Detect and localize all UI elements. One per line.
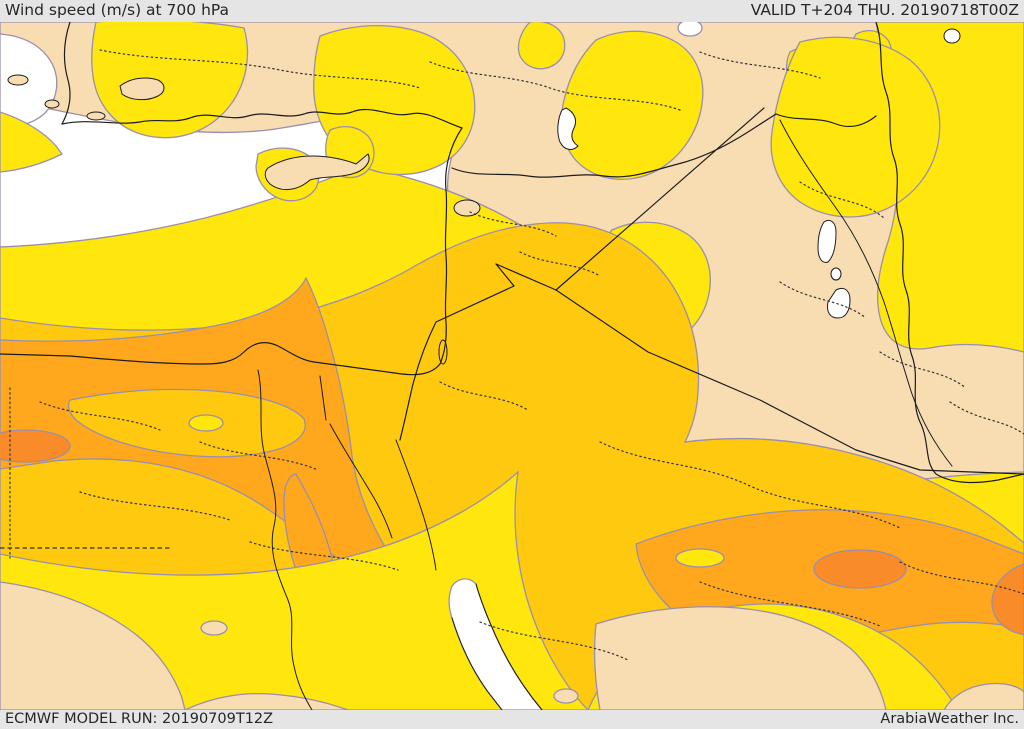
lebanon-tan-patch — [453, 199, 481, 217]
admin-syria-2 — [519, 251, 601, 277]
model-run-label: ECMWF MODEL RUN: 20190709T12Z — [5, 711, 274, 728]
admin-turkey-3 — [699, 51, 821, 79]
admin-iraq-1 — [799, 181, 885, 219]
header-bar: Wind speed (m/s) at 700 hPa VALID T+204 … — [0, 0, 1024, 22]
coast-levant-egypt — [0, 127, 463, 376]
lake-tharthar — [817, 219, 837, 263]
wind-speed-map — [0, 22, 1024, 710]
river-euphrates — [779, 119, 953, 467]
rhodes-island — [119, 77, 165, 101]
fill-regions — [0, 22, 1024, 710]
page-title: Wind speed (m/s) at 700 hPa — [5, 1, 230, 20]
region-tan-north-saudi — [593, 606, 887, 710]
aegean-island-2 — [44, 99, 60, 109]
admin-iraq-3 — [879, 351, 967, 389]
admin-iraq-2 — [779, 281, 867, 319]
admin-egypt-3 — [79, 491, 231, 521]
suez-canal — [319, 375, 327, 421]
coast-red-sea — [451, 583, 543, 710]
region-tan-corner-se — [943, 682, 1024, 710]
region-tan-sw-egypt — [0, 581, 186, 710]
border-jordan-saudi — [399, 321, 437, 441]
lake-ne-corner — [943, 28, 961, 44]
gulf-of-suez — [329, 423, 393, 539]
admin-egypt-2 — [199, 441, 319, 471]
region-yellow-turkey-nw — [91, 22, 249, 139]
border-iraq-saudi — [555, 289, 1024, 475]
coast-turkey-south — [61, 108, 463, 129]
islands-and-lakes — [7, 28, 961, 365]
aegean-island-1 — [7, 74, 29, 86]
region-tan-blob-egypt — [200, 620, 228, 636]
region-yellow-west-wedge — [0, 111, 63, 173]
border-turkey-syria — [451, 113, 777, 178]
aegean-island-3 — [86, 111, 106, 121]
border-iran — [875, 22, 1024, 484]
brand-label: ArabiaWeather Inc. — [880, 711, 1019, 728]
lake-habbaniyah — [830, 267, 842, 281]
admin-saudi-5 — [899, 561, 1024, 595]
region-black-sea-edge — [677, 22, 703, 37]
coast-aegean-west — [61, 22, 71, 125]
admin-jordan-1 — [439, 381, 529, 411]
border-turkey-iraq — [775, 113, 877, 128]
admin-saudi-3 — [949, 401, 1024, 435]
admin-dotted-lines — [39, 49, 1024, 661]
region-tan-bottom-sliver — [184, 692, 349, 710]
footer-bar: ECMWF MODEL RUN: 20190709T12Z ArabiaWeat… — [0, 710, 1024, 729]
region-deep-orange-saudi — [813, 549, 907, 589]
admin-saudi-4 — [479, 621, 629, 661]
region-deep-orange-corner — [991, 563, 1024, 636]
lake-tuz — [557, 107, 579, 150]
region-yellow-lens-egypt — [188, 414, 224, 432]
cyprus-island — [264, 153, 370, 190]
admin-saudi-1 — [599, 441, 901, 529]
river-nile — [257, 369, 313, 710]
admin-egypt-1 — [39, 401, 161, 431]
admin-turkey-1 — [99, 49, 421, 89]
border-syria-iraq — [555, 107, 765, 291]
admin-syria-1 — [469, 211, 557, 237]
lake-razzaza — [827, 287, 851, 319]
region-gold-pocket-egypt — [68, 388, 306, 458]
admin-turkey-2 — [429, 61, 681, 111]
border-jordan-iraq-zigzag — [435, 263, 557, 323]
valid-time-label: VALID T+204 THU. 20190718T00Z — [750, 1, 1019, 20]
region-yellow-turkey-small — [517, 22, 566, 70]
region-deep-orange-west — [0, 429, 71, 463]
gulf-of-aqaba — [395, 439, 437, 571]
region-yellow-lens-saudi — [675, 548, 725, 568]
admin-egypt-4 — [249, 541, 399, 571]
region-tan-blob-saudi — [553, 688, 579, 704]
region-yellow-ne-syria — [770, 36, 941, 218]
boundary-lines — [0, 22, 1024, 710]
